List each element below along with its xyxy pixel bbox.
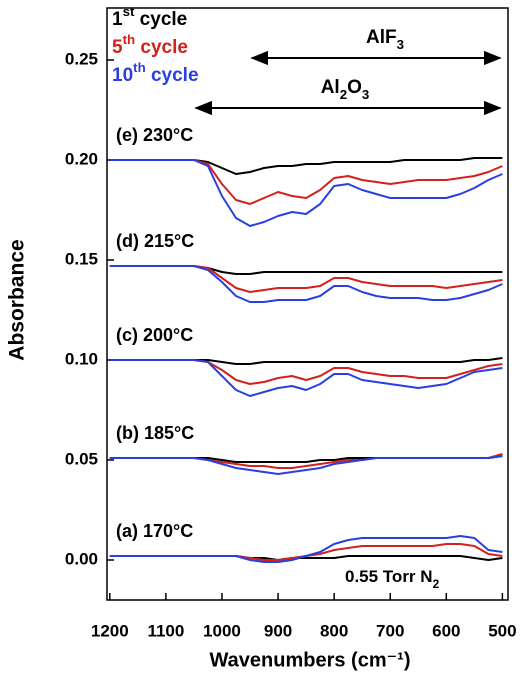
gas-label: 0.55 Torr N2	[345, 567, 440, 591]
x-tick-label: 500	[488, 621, 516, 640]
y-axis-title: Absorbance	[6, 239, 29, 360]
spectrum-line	[109, 359, 503, 385]
legend-entry: 1st cycle	[112, 4, 187, 30]
x-tick-label: 1000	[203, 621, 241, 640]
y-tick-label: 0.20	[65, 149, 98, 168]
y-tick-label: 0.00	[65, 549, 98, 568]
x-tick-label: 1100	[147, 621, 184, 640]
x-tick-label: 800	[320, 621, 348, 640]
spectrum-line	[109, 159, 503, 227]
y-tick-label: 0.10	[65, 349, 98, 368]
alf3-label: AlF3	[366, 27, 404, 52]
panel-label: (b) 185°C	[116, 423, 194, 443]
x-axis-title: Wavenumbers (cm⁻¹)	[210, 649, 411, 671]
spectrum-line	[109, 265, 503, 303]
panel-label: (a) 170°C	[116, 521, 193, 541]
x-tick-label: 600	[432, 621, 460, 640]
panel-label: (e) 230°C	[116, 125, 193, 145]
legend-entry: 5th cycle	[112, 32, 188, 58]
spectrum-line	[109, 265, 503, 293]
legend-entry: 10th cycle	[112, 60, 199, 86]
spectrum-line	[109, 265, 503, 275]
x-tick-label: 1200	[91, 621, 129, 640]
spectrum-line	[109, 359, 503, 397]
x-tick-label: 700	[376, 621, 404, 640]
spectrum-line	[109, 535, 503, 563]
y-tick-label: 0.05	[65, 449, 98, 468]
panel-label: (d) 215°C	[116, 231, 194, 251]
x-tick-label: 900	[264, 621, 292, 640]
panel-label: (c) 200°C	[116, 325, 193, 345]
y-tick-label: 0.15	[65, 249, 98, 268]
plot-frame	[106, 7, 509, 601]
spectrum-line	[109, 455, 503, 475]
y-tick-label: 0.25	[65, 49, 98, 68]
al2o3-label: Al2O3	[321, 77, 370, 102]
